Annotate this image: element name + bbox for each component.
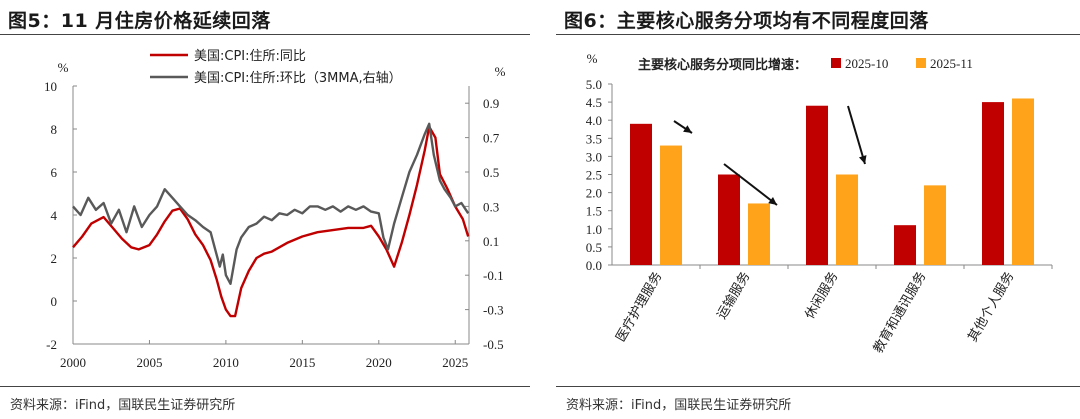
- y-tick-right-label: -0.3: [483, 303, 504, 318]
- y-axis-unit: %: [587, 51, 598, 66]
- bar-2025-10: [894, 225, 916, 265]
- y-tick-right-label: 0.9: [483, 96, 499, 111]
- y-tick-left-label: 6: [51, 165, 58, 180]
- bar-2025-10: [718, 174, 740, 265]
- y-tick-right-label: -0.1: [483, 268, 504, 283]
- x-category-label: 其他个人服务: [965, 269, 1018, 345]
- bar-2025-11: [836, 174, 858, 265]
- chart-title: 图6：主要核心服务分项均有不同程度回落: [564, 10, 929, 32]
- bar-2025-11: [748, 203, 770, 265]
- decline-arrow: [847, 105, 866, 165]
- y-axis-right-unit: %: [495, 64, 506, 79]
- inner-title: 主要核心服务分项同比增速：: [638, 57, 807, 73]
- y-tick-right-label: 0.1: [483, 234, 499, 249]
- y-axis-left-unit: %: [58, 60, 69, 75]
- y-tick-label: 1.5: [586, 204, 602, 219]
- decline-arrow: [723, 163, 778, 206]
- y-tick-right-label: 0.5: [483, 165, 499, 180]
- legend-label: 2025-11: [930, 56, 973, 71]
- x-tick-label: 2010: [213, 355, 239, 370]
- y-tick-label: 3.5: [586, 131, 602, 146]
- legend-swatch: [831, 58, 841, 68]
- y-tick-label: 2.5: [586, 168, 602, 183]
- x-category-label: 休闲服务: [802, 269, 842, 322]
- title-rule: [0, 34, 530, 35]
- bar-2025-10: [806, 105, 828, 265]
- title-rule: [556, 34, 1080, 35]
- y-tick-label: 0.5: [586, 240, 602, 255]
- chart-source: 资料来源：iFind，国联民生证券研究所: [566, 398, 792, 413]
- chart-title: 图5：11 月住房价格延续回落: [8, 10, 271, 32]
- y-tick-label: 0.0: [586, 258, 602, 273]
- x-tick-label: 2025: [442, 355, 468, 370]
- y-tick-label: 1.0: [586, 222, 602, 237]
- services-bar-chart: % 5.0 4.5 4.0 3.5 3.0 2.5 2.0 1.5 1.0 0.5 0.0 医疗护理服务…: [586, 51, 1053, 356]
- housing-line-chart: % %1086420-20.90.70.50.30.1-0.1-0.3-0.520…: [44, 49, 506, 370]
- legend-label: 美国:CPI:住所:同比: [194, 49, 306, 64]
- series-line-yoy: [72, 125, 470, 318]
- y-tick-label: 4.0: [586, 113, 602, 128]
- series-line-mom: [72, 122, 470, 285]
- y-tick-right-label: 0.7: [483, 131, 500, 146]
- x-tick-label: 2020: [366, 355, 392, 370]
- y-tick-right-label: -0.5: [483, 337, 504, 352]
- y-tick-label: 5.0: [586, 77, 602, 92]
- y-tick-left-label: 0: [51, 294, 58, 309]
- y-tick-left-label: 8: [51, 122, 58, 137]
- y-tick-right-label: 0.3: [483, 199, 499, 214]
- y-tick-left-label: 2: [51, 251, 58, 266]
- y-tick-left-label: -2: [46, 337, 57, 352]
- bar-2025-11: [660, 145, 682, 265]
- y-tick-label: 3.0: [586, 149, 602, 164]
- x-tick-label: 2015: [289, 355, 315, 370]
- y-tick-label: 2.0: [586, 186, 602, 201]
- chart-source: 资料来源：iFind，国联民生证券研究所: [10, 398, 236, 413]
- x-category-label: 运输服务: [714, 269, 754, 322]
- x-category-label: 教育和通讯服务: [870, 269, 929, 356]
- chart-panel-housing: 图5：11 月住房价格延续回落 %% 10 8 6 4 2 0 -2 0.9 0.7 0.5 0.3 0…: [0, 0, 530, 419]
- bar-2025-10: [630, 123, 652, 265]
- legend-swatch: [916, 58, 926, 68]
- source-rule: [556, 386, 1080, 387]
- y-tick-label: 4.5: [586, 95, 602, 110]
- bar-2025-11: [924, 185, 946, 265]
- chart-panel-services: 图6：主要核心服务分项均有不同程度回落 % 5.0 4.5 4.0 3.5 3.0 2.5 2…: [556, 0, 1080, 419]
- legend-label: 2025-10: [845, 56, 888, 71]
- x-tick-label: 2000: [60, 355, 86, 370]
- y-tick-left-label: 10: [44, 79, 57, 94]
- decline-arrow-head: [683, 125, 692, 133]
- decline-arrow-head: [858, 155, 867, 164]
- bar-2025-10: [982, 102, 1004, 265]
- bar-2025-11: [1012, 98, 1034, 265]
- decline-arrow-head: [768, 196, 777, 205]
- legend-label: 美国:CPI:住所:环比（3MMA,右轴）: [194, 71, 402, 86]
- x-category-label: 医疗护理服务: [613, 269, 666, 345]
- source-rule: [0, 386, 530, 387]
- x-tick-label: 2005: [136, 355, 162, 370]
- y-tick-left-label: 4: [51, 208, 58, 223]
